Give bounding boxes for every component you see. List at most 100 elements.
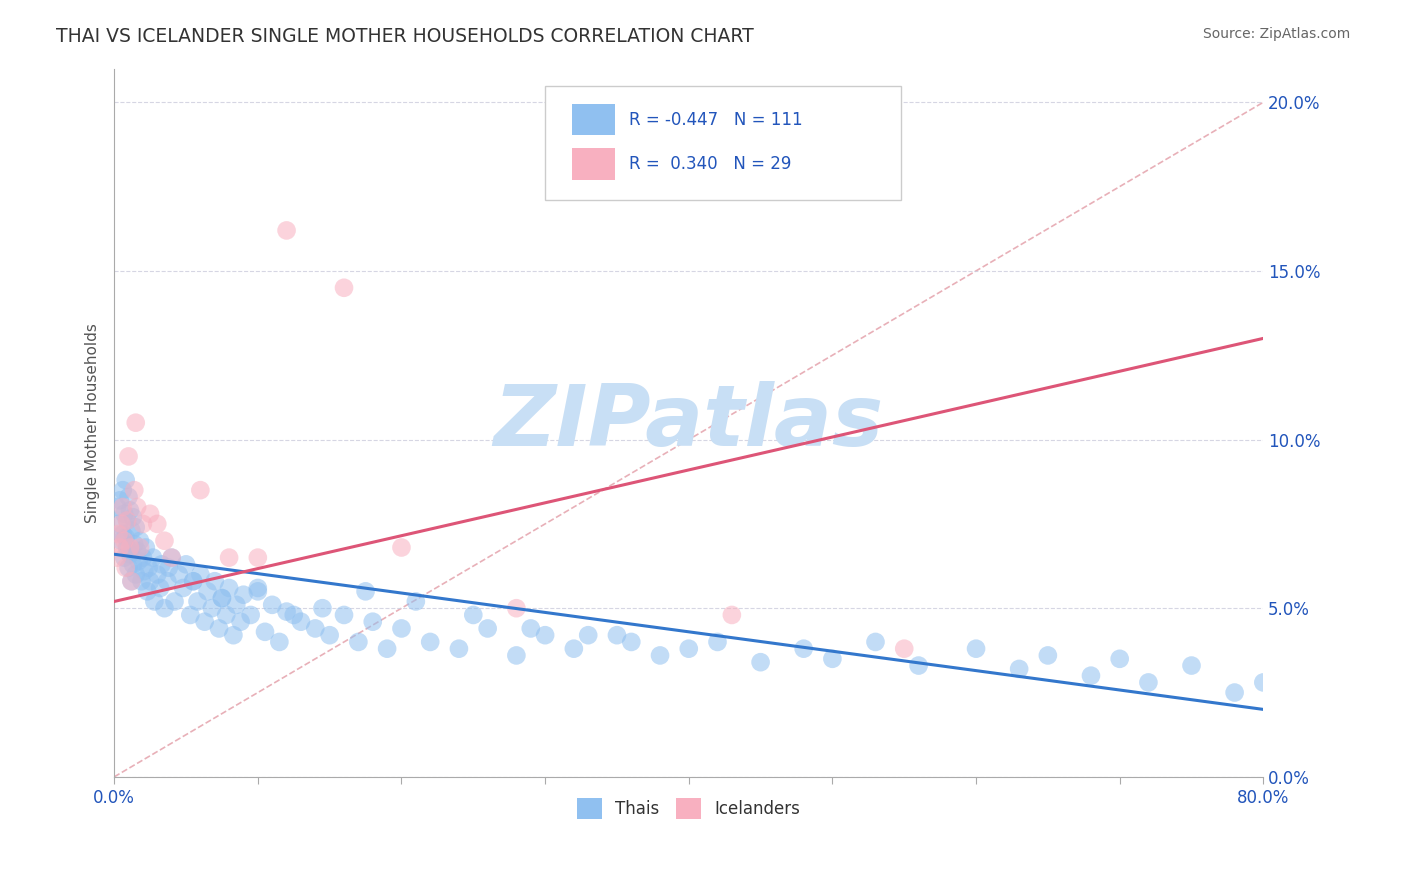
Point bbox=[117, 450, 139, 464]
Point bbox=[1008, 662, 1031, 676]
Point bbox=[1036, 648, 1059, 663]
Point bbox=[204, 574, 226, 589]
Point bbox=[115, 514, 138, 528]
Point bbox=[125, 567, 148, 582]
Point bbox=[218, 550, 240, 565]
Point bbox=[108, 541, 131, 555]
Point bbox=[127, 544, 149, 558]
Point bbox=[505, 648, 527, 663]
Point bbox=[793, 641, 815, 656]
Point bbox=[181, 574, 204, 589]
Point bbox=[211, 591, 233, 606]
Point bbox=[1137, 675, 1160, 690]
Point bbox=[304, 622, 326, 636]
Point bbox=[112, 533, 135, 548]
Point bbox=[253, 624, 276, 639]
Point bbox=[190, 483, 212, 498]
Point bbox=[576, 628, 599, 642]
Point bbox=[269, 635, 291, 649]
Point bbox=[120, 574, 142, 589]
Point bbox=[333, 281, 356, 295]
Point bbox=[179, 607, 201, 622]
Point bbox=[174, 558, 197, 572]
Text: ZIPatlas: ZIPatlas bbox=[494, 381, 884, 464]
Point bbox=[127, 500, 149, 514]
Point bbox=[111, 483, 134, 498]
Point bbox=[110, 516, 132, 531]
Point bbox=[121, 510, 143, 524]
Text: R =  0.340   N = 29: R = 0.340 N = 29 bbox=[628, 155, 792, 173]
Point bbox=[375, 641, 398, 656]
Point bbox=[290, 615, 312, 629]
Point bbox=[361, 615, 384, 629]
Point bbox=[225, 598, 247, 612]
Point bbox=[239, 607, 262, 622]
Point bbox=[283, 607, 305, 622]
Point bbox=[197, 584, 219, 599]
Point bbox=[606, 628, 628, 642]
Point bbox=[142, 550, 165, 565]
Point bbox=[105, 500, 128, 514]
Point bbox=[105, 550, 128, 565]
Text: R = -0.447   N = 111: R = -0.447 N = 111 bbox=[628, 111, 803, 128]
Point bbox=[678, 641, 700, 656]
Point bbox=[129, 533, 152, 548]
Point bbox=[333, 607, 356, 622]
Point bbox=[721, 607, 744, 622]
Point bbox=[114, 560, 136, 574]
Point bbox=[821, 652, 844, 666]
Point bbox=[1108, 652, 1130, 666]
FancyBboxPatch shape bbox=[572, 103, 616, 136]
Point bbox=[121, 558, 143, 572]
Point bbox=[246, 581, 269, 595]
Point bbox=[181, 574, 204, 589]
Point bbox=[163, 594, 186, 608]
Point bbox=[276, 605, 298, 619]
Point bbox=[194, 615, 217, 629]
Point bbox=[706, 635, 728, 649]
Point bbox=[186, 594, 208, 608]
FancyBboxPatch shape bbox=[546, 87, 901, 200]
Point bbox=[519, 622, 541, 636]
Point bbox=[562, 641, 585, 656]
Point bbox=[138, 560, 160, 574]
Point bbox=[201, 601, 224, 615]
Point bbox=[108, 493, 131, 508]
Point bbox=[128, 554, 150, 568]
Point bbox=[907, 658, 929, 673]
Point bbox=[110, 533, 132, 548]
Point bbox=[211, 591, 233, 606]
Point bbox=[311, 601, 333, 615]
Point bbox=[167, 567, 190, 582]
Point bbox=[134, 564, 156, 578]
Point bbox=[505, 601, 527, 615]
FancyBboxPatch shape bbox=[572, 148, 616, 180]
Point bbox=[156, 574, 179, 589]
Point bbox=[150, 558, 173, 572]
Point bbox=[865, 635, 887, 649]
Point bbox=[1180, 658, 1202, 673]
Point bbox=[111, 500, 134, 514]
Point bbox=[965, 641, 987, 656]
Point bbox=[139, 574, 162, 589]
Point bbox=[318, 628, 340, 642]
Point bbox=[1080, 668, 1102, 682]
Point bbox=[135, 541, 157, 555]
Point bbox=[143, 594, 166, 608]
Legend: Thais, Icelanders: Thais, Icelanders bbox=[571, 791, 807, 825]
Point bbox=[125, 520, 148, 534]
Point bbox=[447, 641, 470, 656]
Point bbox=[749, 655, 772, 669]
Text: Source: ZipAtlas.com: Source: ZipAtlas.com bbox=[1202, 27, 1350, 41]
Point bbox=[218, 581, 240, 595]
Point bbox=[222, 628, 245, 642]
Point bbox=[146, 516, 169, 531]
Point bbox=[120, 524, 142, 538]
Point bbox=[112, 507, 135, 521]
Point bbox=[391, 622, 413, 636]
Point bbox=[153, 601, 176, 615]
Point bbox=[118, 503, 141, 517]
Point bbox=[139, 507, 162, 521]
Point bbox=[115, 514, 138, 528]
Point bbox=[157, 560, 180, 574]
